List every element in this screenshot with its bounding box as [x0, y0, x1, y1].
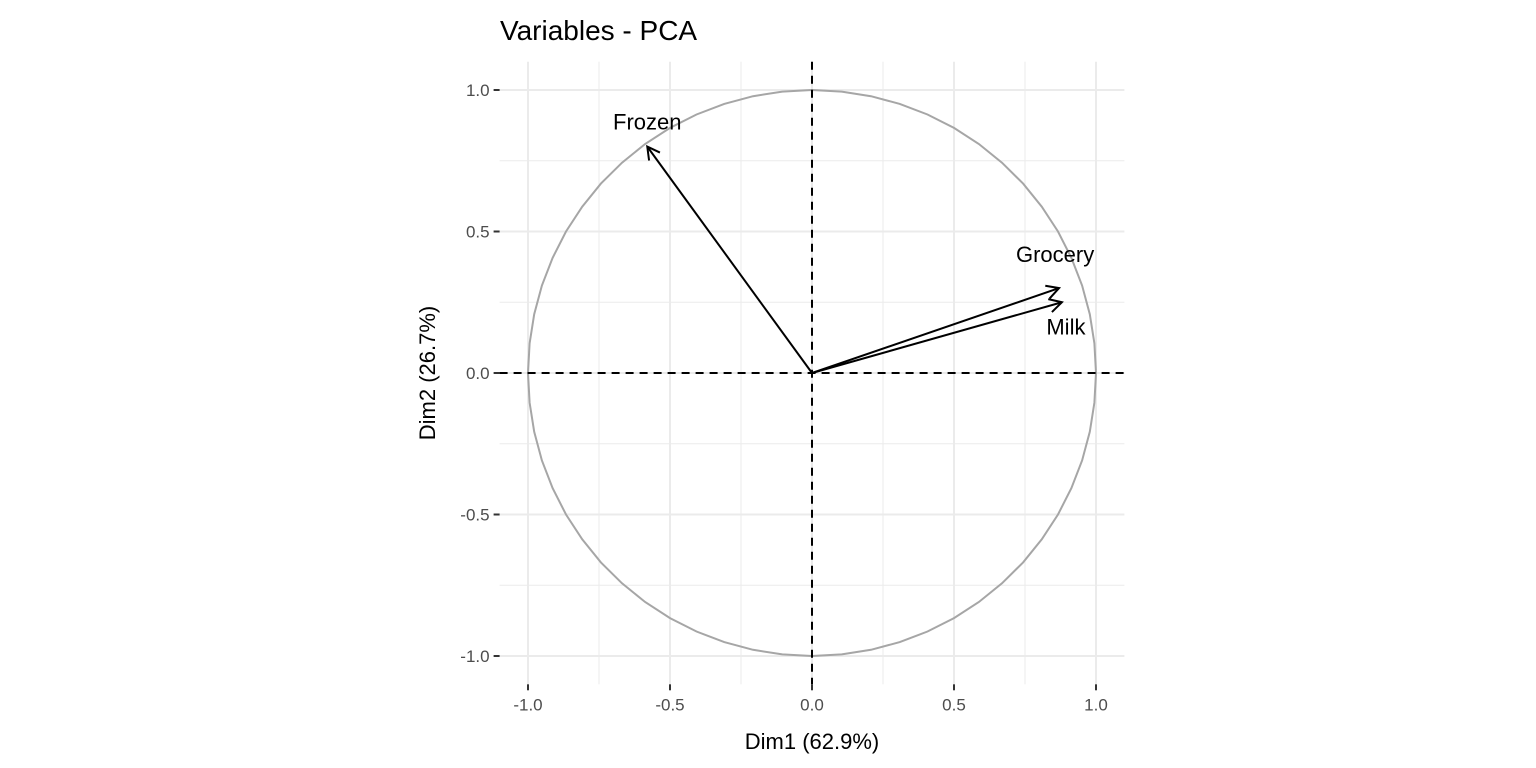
- y-tick-label: 0.5: [466, 223, 490, 242]
- x-axis-label: Dim1 (62.9%): [745, 729, 879, 754]
- label-frozen: Frozen: [613, 110, 681, 135]
- arrow-grocery: [811, 287, 1060, 374]
- x-tick-label: 0.0: [800, 695, 824, 714]
- y-tick-label: 1.0: [466, 81, 490, 100]
- arrowhead-milk: [1048, 298, 1064, 313]
- arrow-frozen: [646, 146, 813, 374]
- y-tick-label: 0.0: [466, 364, 490, 383]
- arrowhead-frozen: [646, 144, 661, 161]
- label-grocery: Grocery: [1016, 242, 1094, 267]
- x-tick-label: 1.0: [1084, 695, 1108, 714]
- axis-ticks: -1.0 -0.5 0.0 0.5 1.0 -1.0 -0.5 0.0 0.5 1.0: [460, 81, 1108, 714]
- y-axis-label: Dim2 (26.7%): [415, 306, 440, 440]
- x-tick-label: 0.5: [942, 695, 966, 714]
- variable-arrows: Frozen Grocery Milk: [613, 110, 1094, 374]
- y-tick-label: -0.5: [460, 506, 489, 525]
- chart-title: Variables - PCA: [500, 15, 697, 46]
- arrowhead-grocery: [1045, 284, 1062, 300]
- x-tick-label: -0.5: [655, 695, 684, 714]
- x-tick-label: -1.0: [513, 695, 542, 714]
- label-milk: Milk: [1046, 314, 1086, 339]
- arrow-milk: [811, 301, 1063, 374]
- y-tick-label: -1.0: [460, 647, 489, 666]
